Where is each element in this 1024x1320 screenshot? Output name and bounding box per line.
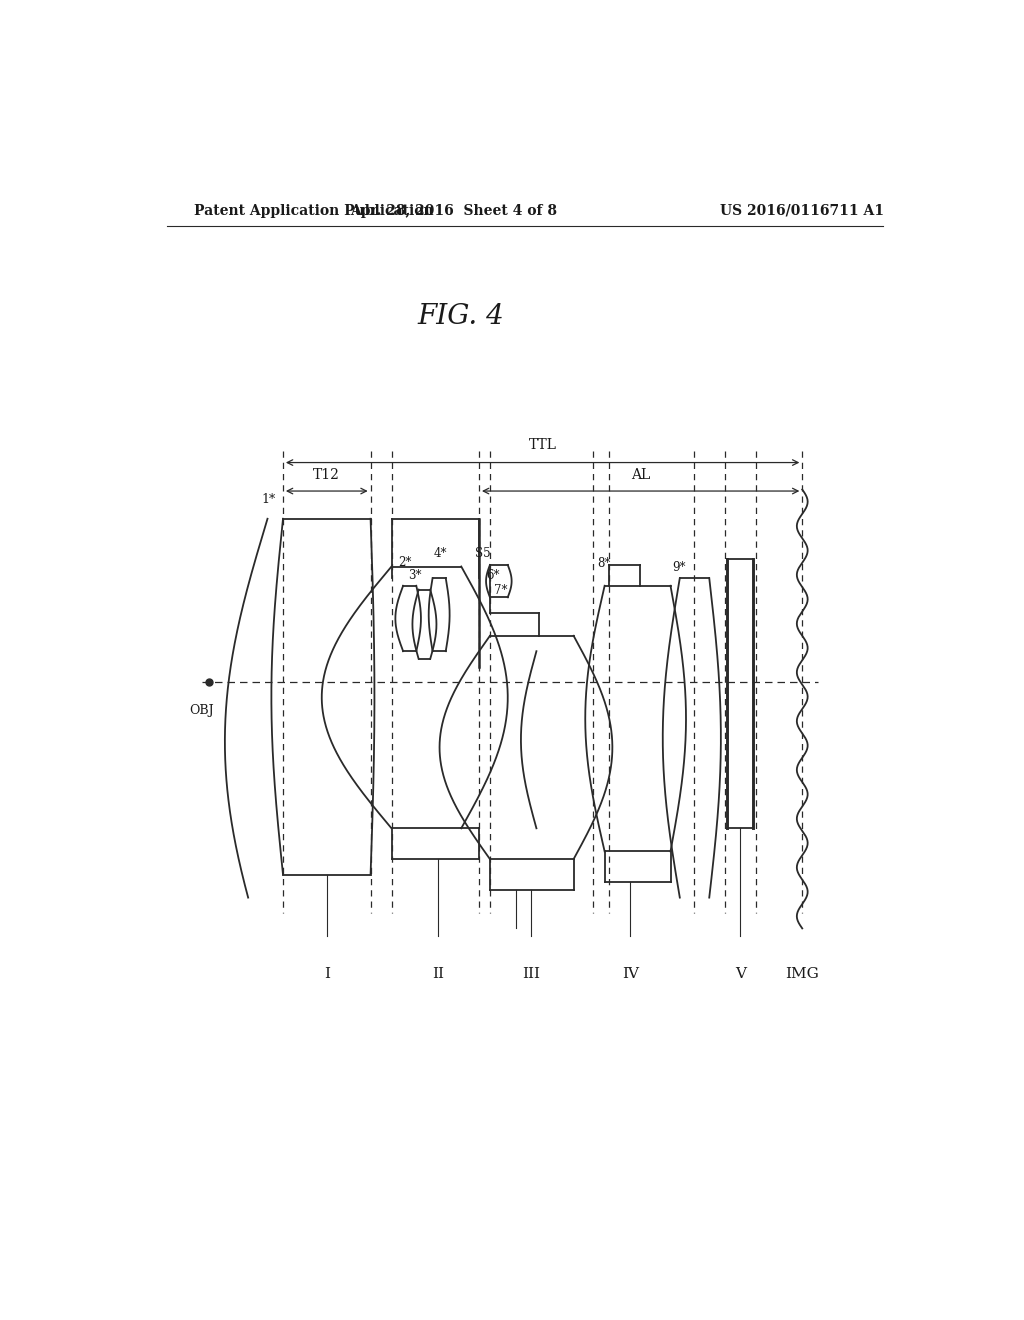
Text: 8*: 8* — [597, 557, 610, 570]
Text: US 2016/0116711 A1: US 2016/0116711 A1 — [720, 203, 885, 218]
Text: TTL: TTL — [528, 438, 557, 451]
Text: V: V — [735, 966, 745, 981]
Text: T12: T12 — [313, 467, 340, 482]
Text: II: II — [432, 966, 444, 981]
Text: 6*: 6* — [486, 569, 500, 582]
Text: Apr. 28, 2016  Sheet 4 of 8: Apr. 28, 2016 Sheet 4 of 8 — [350, 203, 557, 218]
Text: FIG. 4: FIG. 4 — [418, 302, 505, 330]
Text: 1*: 1* — [261, 494, 275, 507]
Text: Patent Application Publication: Patent Application Publication — [194, 203, 433, 218]
Text: IV: IV — [622, 966, 639, 981]
Text: OBJ: OBJ — [189, 704, 214, 717]
Text: III: III — [522, 966, 540, 981]
Text: 2*: 2* — [397, 556, 411, 569]
Text: 9*: 9* — [672, 561, 685, 574]
Text: AL: AL — [631, 467, 650, 482]
Text: 4*: 4* — [433, 548, 446, 560]
Text: I: I — [325, 966, 330, 981]
Text: 7*: 7* — [494, 585, 507, 597]
Text: S5: S5 — [475, 548, 490, 560]
Text: IMG: IMG — [785, 966, 819, 981]
Text: 3*: 3* — [409, 569, 422, 582]
